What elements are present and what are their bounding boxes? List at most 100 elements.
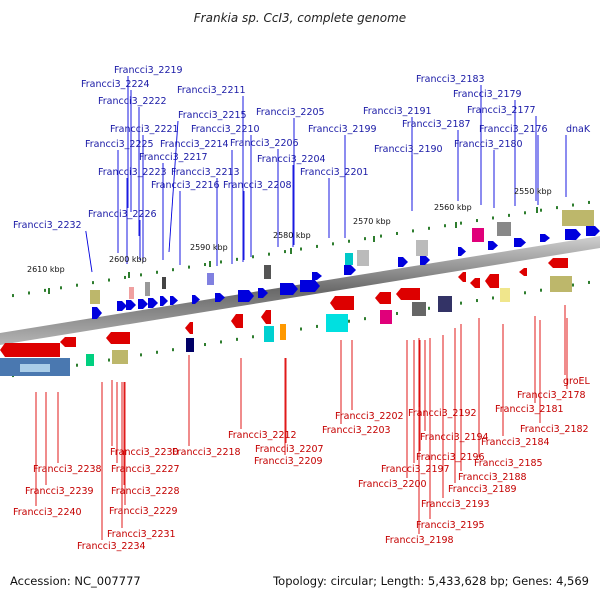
forward-gene <box>215 293 225 302</box>
tick <box>268 252 270 256</box>
feature-block <box>500 288 510 302</box>
forward-gene <box>398 257 408 267</box>
tick <box>204 263 206 267</box>
tick <box>172 268 174 272</box>
forward-gene <box>126 300 136 310</box>
feature-block <box>562 210 594 226</box>
gene-label: Francci3_2179 <box>453 89 522 100</box>
gene-features <box>0 210 600 376</box>
major-tick <box>536 207 538 213</box>
forward-gene <box>540 234 550 242</box>
gene-label: Francci3_2190 <box>374 144 443 155</box>
feature-block <box>412 302 426 316</box>
tick <box>428 226 430 230</box>
tick <box>428 306 430 310</box>
feature-block <box>129 287 134 299</box>
feature-block <box>380 310 392 324</box>
gene-label: Francci3_2216 <box>151 180 220 191</box>
gene-label: Francci3_2215 <box>178 110 247 121</box>
scale-label: 2560 kbp <box>434 203 472 212</box>
genome-summary-text: Topology: circular; Length: 5,433,628 bp… <box>272 574 589 588</box>
forward-gene <box>586 226 600 236</box>
forward-gene <box>160 296 168 306</box>
tick <box>332 242 334 246</box>
gene-label: Francci3_2189 <box>448 484 517 495</box>
tick <box>156 270 158 274</box>
gene-label: Francci3_2218 <box>172 447 241 458</box>
scale-label: 2600 kbp <box>109 255 147 264</box>
gene-label: Francci3_2209 <box>254 456 323 467</box>
leader-line <box>168 120 179 253</box>
tick <box>252 335 254 339</box>
tick <box>396 311 398 315</box>
gene-label: Francci3_2177 <box>467 105 536 116</box>
tick <box>364 317 366 321</box>
reverse-gene <box>485 274 499 288</box>
forward-gene <box>138 299 148 309</box>
tick <box>540 288 542 292</box>
tick <box>108 278 110 282</box>
gene-label: Francci3_2223 <box>98 167 167 178</box>
gene-label: Francci3_2185 <box>474 458 543 469</box>
gene-label: Francci3_2203 <box>322 425 391 436</box>
tick <box>316 324 318 328</box>
gene-label: Francci3_2217 <box>139 152 208 163</box>
tick <box>588 280 590 284</box>
forward-gene <box>170 296 178 305</box>
gene-label: groEL <box>563 376 591 387</box>
tick <box>28 291 30 295</box>
forward-gene <box>514 238 526 247</box>
forward-gene <box>192 295 200 304</box>
gene-label: Francci3_2214 <box>160 139 229 150</box>
tick <box>348 239 350 243</box>
feature-block <box>90 290 100 304</box>
top-strand-labels: Francci3_2219 Francci3_2224 Francci3_2222 F… <box>13 65 591 231</box>
leader-line <box>85 230 93 273</box>
reverse-gene <box>396 288 420 300</box>
gene-label: Francci3_2184 <box>481 437 550 448</box>
tick <box>412 229 414 233</box>
gene-label: Francci3_2188 <box>458 472 527 483</box>
reverse-gene <box>0 343 60 357</box>
tick <box>220 340 222 344</box>
tick <box>556 206 558 210</box>
reverse-gene <box>261 310 271 324</box>
tick <box>572 203 574 207</box>
gene-label: Francci3_2202 <box>335 411 404 422</box>
tick <box>460 301 462 305</box>
gene-label: Francci3_2197 <box>381 464 450 475</box>
feature-block <box>280 324 286 340</box>
gene-label: Francci3_2238 <box>33 464 102 475</box>
feature-block <box>264 265 271 279</box>
reverse-gene <box>375 292 391 304</box>
feature-block <box>357 250 369 266</box>
feature-block <box>186 338 194 352</box>
label-leader-lines <box>35 76 568 540</box>
gene-label: Francci3_2227 <box>111 464 180 475</box>
feature-block <box>20 364 50 372</box>
gene-label: Francci3_2221 <box>110 124 179 135</box>
tick <box>60 286 62 290</box>
gene-label: Francci3_2232 <box>13 220 82 231</box>
gene-label: Francci3_2193 <box>421 499 490 510</box>
feature-block <box>162 277 166 289</box>
forward-gene <box>117 301 127 311</box>
tick <box>236 257 238 261</box>
forward-gene <box>280 283 298 295</box>
tick <box>316 244 318 248</box>
tick <box>300 247 302 251</box>
feature-block <box>416 240 428 256</box>
tick <box>156 350 158 354</box>
gene-label: Francci3_2240 <box>13 507 82 518</box>
gene-label: Francci3_2211 <box>177 85 246 96</box>
gene-label: Francci3_2219 <box>114 65 183 76</box>
major-tick <box>373 236 375 242</box>
reverse-gene <box>185 322 193 334</box>
gene-label: Francci3_2208 <box>223 180 292 191</box>
gene-label: Francci3_2207 <box>255 444 324 455</box>
tick <box>76 363 78 367</box>
tick <box>524 291 526 295</box>
gene-label: Francci3_2182 <box>520 424 589 435</box>
tick <box>508 213 510 217</box>
